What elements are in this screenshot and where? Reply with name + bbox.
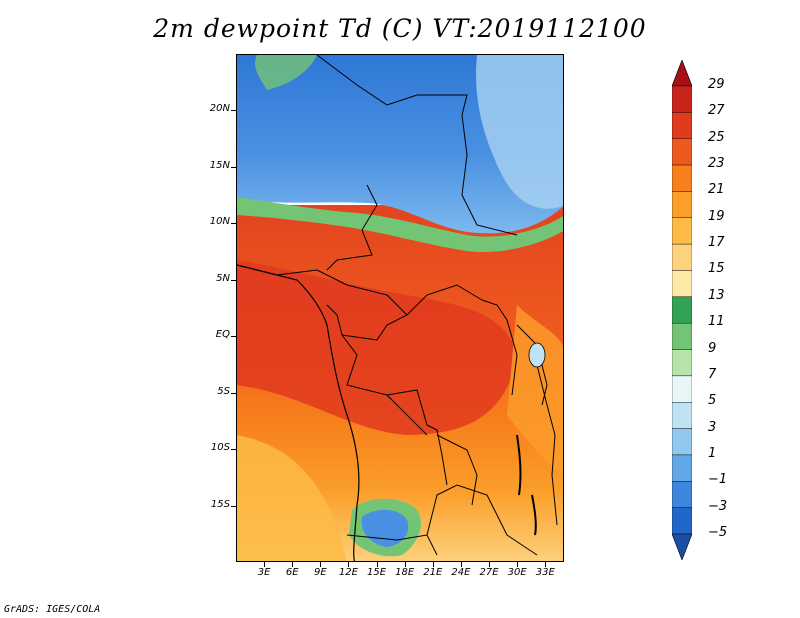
- colorbar-segment: [671, 164, 693, 192]
- colorbar-segment: [671, 296, 693, 324]
- longitude-tick: [460, 562, 462, 567]
- northwest-green: [255, 55, 317, 90]
- colorbar-level-label: −1: [708, 472, 728, 488]
- longitude-label: 18E: [395, 567, 415, 578]
- colorbar-segment: [671, 85, 693, 113]
- colorbar-segment: [671, 481, 693, 508]
- latitude-label: 5S: [217, 385, 230, 397]
- colorbar-segment: [671, 402, 693, 429]
- southwest-dry: [237, 435, 347, 561]
- longitude-tick: [432, 562, 434, 567]
- longitude-tick: [489, 562, 491, 567]
- lake-malawi: [531, 494, 537, 536]
- colorbar: [671, 59, 693, 561]
- dewpoint-map: [236, 54, 564, 562]
- longitude-label: 24E: [451, 567, 471, 578]
- latitude-tick: [231, 336, 236, 338]
- colorbar-segment: [671, 138, 693, 166]
- colorbar-level-label: 3: [708, 419, 717, 435]
- latitude-label: EQ: [215, 329, 230, 341]
- colorbar-segment: [671, 322, 693, 350]
- map-field: [237, 55, 563, 561]
- lake-tanganyika: [516, 434, 522, 496]
- colorbar-level-label: 27: [708, 103, 725, 119]
- colorbar-segment: [671, 428, 693, 456]
- latitude-tick: [231, 505, 236, 507]
- colorbar-segment: [671, 243, 693, 271]
- longitude-label: 33E: [535, 567, 555, 578]
- colorbar-level-label: −3: [708, 498, 728, 514]
- latitude-tick: [231, 449, 236, 451]
- longitude-label: 12E: [338, 567, 358, 578]
- colorbar-segment: [671, 375, 693, 403]
- colorbar-segment: [671, 270, 693, 298]
- latitude-label: 15N: [209, 159, 230, 171]
- colorbar-segment: [671, 112, 693, 139]
- longitude-label: 9E: [313, 567, 327, 578]
- coastline: [237, 264, 360, 561]
- lake-victoria: [528, 342, 546, 368]
- chart-title: 2m dewpoint Td (C) VT:2019112100: [153, 14, 647, 43]
- colorbar-level-label: 11: [708, 314, 725, 330]
- colorbar-level-label: −5: [708, 525, 728, 540]
- colorbar-level-label: 15: [708, 261, 725, 277]
- longitude-tick: [404, 562, 406, 567]
- colorbar-level-label: 21: [708, 182, 725, 198]
- longitude-label: 3E: [257, 567, 271, 578]
- colorbar-scale: [671, 59, 693, 561]
- colorbar-level-label: 9: [708, 340, 717, 356]
- longitude-tick: [517, 562, 519, 567]
- colorbar-level-label: 1: [708, 445, 717, 461]
- longitude-tick: [320, 562, 322, 567]
- colorbar-segment: [671, 217, 693, 245]
- colorbar-level-label: 23: [708, 156, 725, 172]
- latitude-tick: [231, 223, 236, 225]
- northeast-light: [476, 55, 563, 209]
- borders: [237, 55, 558, 556]
- longitude-tick: [376, 562, 378, 567]
- colorbar-level-label: 5: [708, 393, 717, 409]
- colorbar-segment: [671, 507, 693, 535]
- latitude-label: 20N: [209, 103, 230, 115]
- colorbar-bottom-arrow: [671, 533, 693, 561]
- colorbar-level-label: 13: [708, 287, 725, 303]
- colorbar-top-arrow: [671, 59, 693, 87]
- longitude-label: 6E: [285, 567, 299, 578]
- colorbar-level-label: 7: [708, 366, 717, 382]
- latitude-label: 5N: [216, 272, 230, 284]
- colorbar-level-label: 19: [708, 208, 725, 224]
- transition-band: [237, 197, 563, 253]
- colorbar-level-label: 29: [708, 77, 725, 92]
- latitude-tick: [231, 392, 236, 394]
- colorbar-segment: [671, 454, 693, 482]
- latitude-label: 10S: [210, 442, 230, 454]
- latitude-tick: [231, 279, 236, 281]
- longitude-label: 30E: [507, 567, 527, 578]
- latitude-label: 10N: [209, 216, 230, 228]
- colorbar-segment: [671, 349, 693, 377]
- credit-text: GrADS: IGES/COLA: [4, 604, 101, 615]
- colorbar-segment: [671, 191, 693, 218]
- longitude-label: 15E: [367, 567, 387, 578]
- east-band: [507, 305, 563, 474]
- colorbar-level-label: 25: [708, 129, 725, 145]
- latitude-tick: [231, 110, 236, 112]
- latitude-tick: [231, 166, 236, 168]
- longitude-tick: [545, 562, 547, 567]
- longitude-tick: [292, 562, 294, 567]
- humid-core: [237, 260, 517, 435]
- longitude-label: 21E: [423, 567, 443, 578]
- longitude-label: 27E: [479, 567, 499, 578]
- longitude-tick: [348, 562, 350, 567]
- longitude-tick: [264, 562, 266, 567]
- colorbar-level-label: 17: [708, 235, 725, 251]
- latitude-label: 15S: [210, 498, 230, 510]
